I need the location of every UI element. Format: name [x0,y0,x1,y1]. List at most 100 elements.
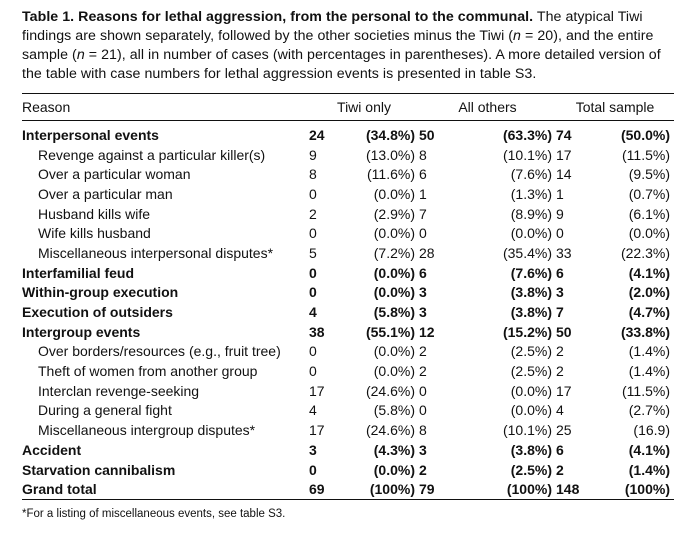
caption-n-symbol-2: n [76,47,85,63]
table-top-rule [22,93,674,94]
table-row: Execution of outsiders 4 (5.8%) 3 (3.8%) 7 (4.… [22,302,674,322]
tiwi-percent: (2.9%) [373,205,415,222]
others-count: 28 [419,244,435,261]
row-reason: Over borders/resources (e.g., fruit tree… [38,343,281,360]
tiwi-count: 3 [309,441,317,458]
header-all-others: All others [458,99,517,115]
others-count: 3 [419,441,427,458]
total-count: 7 [556,304,564,321]
tiwi-count: 0 [309,225,317,242]
others-count: 6 [419,264,427,281]
others-percent: (63.3%) [502,126,552,143]
tiwi-count: 4 [309,402,317,419]
tiwi-percent: (24.6%) [365,422,415,439]
total-count: 33 [556,244,572,261]
caption-text-3: = 21), all in number of cases (with perc… [22,47,661,82]
table-title: Table 1. Reasons for lethal aggression, … [22,9,534,25]
row-reason: Theft of women from another group [38,363,258,380]
row-reason: Interpersonal events [22,126,159,143]
others-percent: (0.0%) [510,402,552,419]
others-count: 8 [419,146,427,163]
caption-text-2: = 20), and the entire sample ( [22,28,654,63]
total-percent: (50.0%) [620,126,670,143]
others-count: 0 [419,402,427,419]
table-row: Interclan revenge-seeking 17 (24.6%) 0 (0.0%… [22,381,674,401]
table-row: Over a particular man 0 (0.0%) 1 (1.3%) 1 (0.7… [22,184,674,204]
header-reason: Reason [22,99,71,115]
tiwi-percent: (7.2%) [373,244,415,261]
total-percent: (1.4%) [628,461,670,478]
total-percent: (9.5%) [628,166,670,183]
others-percent: (8.9%) [510,205,552,222]
others-percent: (0.0%) [510,382,552,399]
tiwi-count: 0 [309,185,317,202]
total-count: 1 [556,185,564,202]
others-count: 0 [419,225,427,242]
total-count: 14 [556,166,572,183]
total-percent: (11.5%) [622,146,670,163]
tiwi-count: 4 [309,304,317,321]
tiwi-count: 5 [309,244,317,261]
others-percent: (2.5%) [510,343,552,360]
table-row: Intergroup events 38 (55.1%) 12 (15.2%) 50 (33… [22,322,674,342]
table-row: Starvation cannibalism 0 (0.0%) 2 (2.5%) 2 (1.… [22,460,674,480]
tiwi-percent: (13.0%) [365,146,415,163]
row-reason: Intergroup events [22,323,141,340]
table-row: Wife kills husband 0 (0.0%) 0 (0.0%) 0 (0.0%) [22,223,674,243]
tiwi-percent: (0.0%) [373,461,415,478]
table-row: Within-group execution 0 (0.0%) 3 (3.8%) 3 (2.… [22,283,674,303]
table-row: Over borders/resources (e.g., fruit tree… [22,342,674,362]
others-count: 12 [419,323,435,340]
row-reason: Over a particular man [38,185,173,202]
others-percent: (7.6%) [510,166,552,183]
total-percent: (11.5%) [622,382,670,399]
total-percent: (0.0%) [628,225,670,242]
table-row: Accident 3 (4.3%) 3 (3.8%) 6 (4.1%) [22,440,674,460]
row-reason: Husband kills wife [38,205,151,222]
row-reason: Miscellaneous interpersonal disputes* [38,244,274,261]
table-row: Over a particular woman 8 (11.6%) 6 (7.6%) 14… [22,164,674,184]
total-count: 0 [556,225,564,242]
others-percent: (2.5%) [510,363,552,380]
caption-text-1: The atypical Tiwi findings are shown sep… [22,9,643,44]
tiwi-percent: (0.0%) [373,363,415,380]
others-percent: (10.1%) [502,422,552,439]
total-count: 17 [556,382,572,399]
total-percent: (6.1%) [628,205,670,222]
total-percent: (100%) [624,481,670,498]
table-row: During a general fight 4 (5.8%) 0 (0.0%) 4 (2.… [22,401,674,421]
others-count: 1 [419,185,427,202]
tiwi-count: 38 [309,323,325,340]
others-count: 3 [419,284,427,301]
total-percent: (33.8%) [620,323,670,340]
tiwi-percent: (0.0%) [373,185,415,202]
others-percent: (1.3%) [510,185,552,202]
others-percent: (35.4%) [502,244,552,261]
tiwi-percent: (100%) [369,481,415,498]
total-count: 6 [556,264,564,281]
header-tiwi-only: Tiwi only [337,99,391,115]
total-count: 17 [556,146,572,163]
table-row: Grand total 69 (100%) 79 (100%) 148 (100%) [22,479,674,499]
tiwi-percent: (24.6%) [365,382,415,399]
row-reason: Execution of outsiders [22,304,173,321]
total-percent: (2.7%) [628,402,670,419]
table-row: Husband kills wife 2 (2.9%) 7 (8.9%) 9 (6.1%) [22,204,674,224]
row-reason: Accident [22,441,82,458]
others-percent: (3.8%) [510,441,552,458]
table-row: Interfamilial feud 0 (0.0%) 6 (7.6%) 6 (4.1%) [22,263,674,283]
total-percent: (4.7%) [628,304,670,321]
tiwi-count: 17 [309,422,325,439]
tiwi-count: 69 [309,481,325,498]
header-row: Reason Tiwi only All others Total sample [22,94,674,120]
total-count: 2 [556,461,564,478]
table-row: Revenge against a particular killer(s) 9 (… [22,145,674,165]
others-percent: (15.2%) [502,323,552,340]
table-row: Interpersonal events 24 (34.8%) 50 (63.3%) 74… [22,121,674,145]
row-reason: Miscellaneous intergroup disputes* [38,422,256,439]
total-percent: (2.0%) [628,284,670,301]
others-percent: (3.8%) [510,304,552,321]
others-count: 6 [419,166,427,183]
table-row: Theft of women from another group 0 (0.0%)… [22,361,674,381]
others-count: 0 [419,382,427,399]
